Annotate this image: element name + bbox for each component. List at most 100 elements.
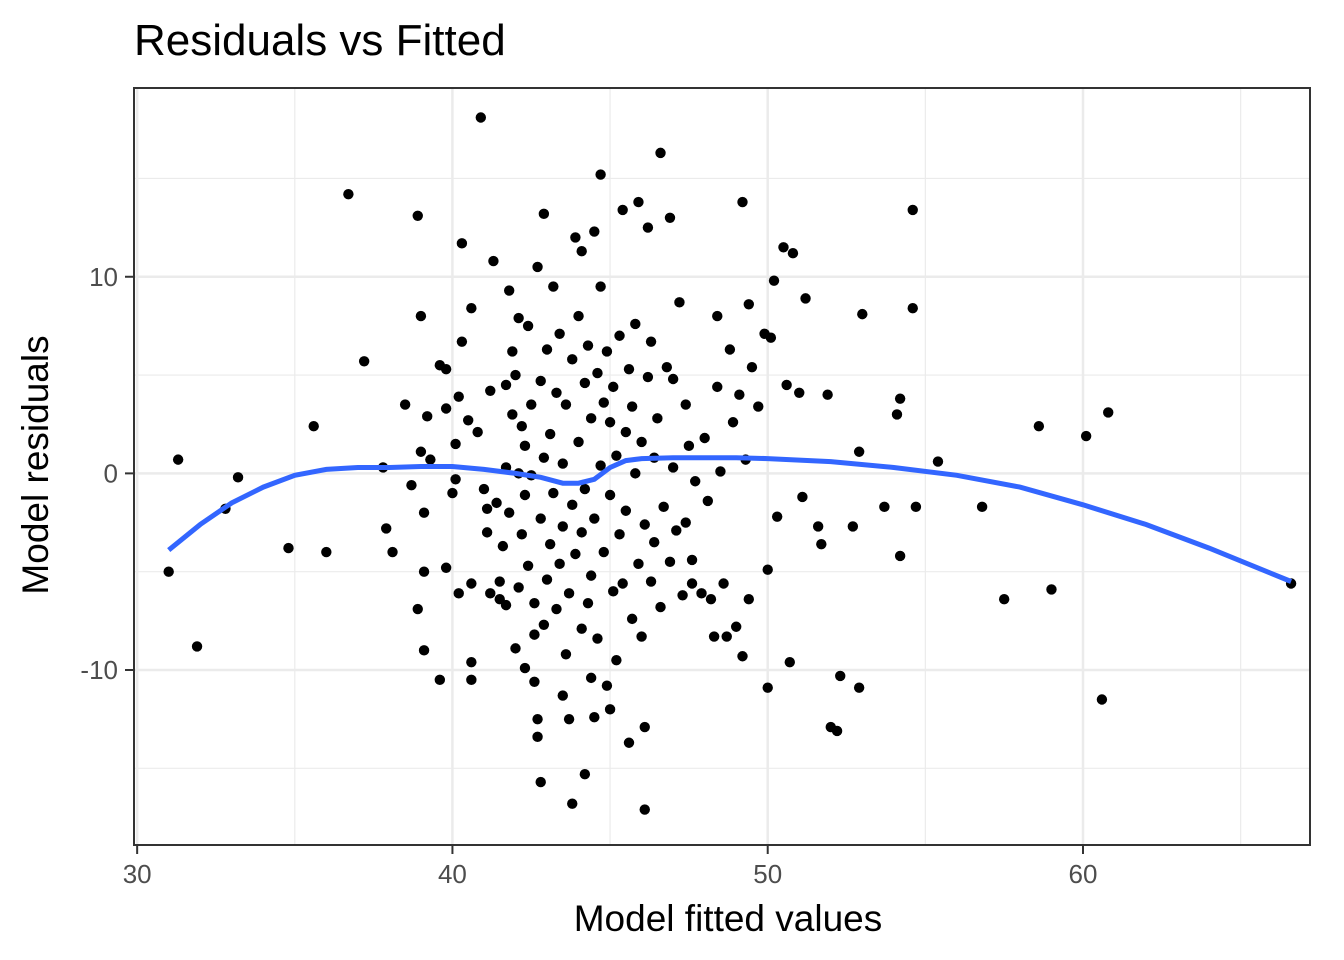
data-point: [604, 489, 616, 501]
data-point: [822, 389, 833, 400]
data-point: [585, 570, 597, 581]
data-point: [784, 656, 795, 668]
data-point: [557, 521, 568, 532]
data-point: [686, 554, 698, 566]
data-point: [743, 594, 754, 605]
data-point: [633, 196, 644, 208]
data-point: [595, 460, 606, 471]
data-point: [532, 731, 543, 743]
data-point: [932, 456, 944, 467]
data-point: [718, 578, 729, 589]
data-point: [639, 519, 650, 530]
data-point: [620, 505, 632, 516]
data-point: [589, 226, 600, 237]
data-point: [576, 623, 587, 634]
data-point: [831, 725, 843, 737]
data-point: [475, 112, 487, 123]
data-point: [762, 682, 773, 693]
data-point: [321, 546, 332, 558]
data-point: [466, 674, 477, 686]
data-point: [661, 362, 673, 373]
data-point: [708, 631, 720, 642]
data-point: [510, 643, 521, 654]
data-point: [778, 242, 789, 253]
data-point: [765, 332, 777, 343]
scatter-points: [163, 112, 1297, 815]
data-point: [519, 662, 531, 674]
data-point: [746, 362, 758, 373]
data-point: [415, 446, 427, 457]
data-point: [522, 560, 534, 571]
data-point: [797, 491, 808, 503]
data-point: [680, 399, 691, 410]
data-point: [283, 542, 294, 554]
data-point: [519, 489, 531, 501]
data-point: [399, 399, 411, 410]
data-point: [623, 737, 635, 748]
data-point: [538, 452, 550, 463]
y-tick-label: 10: [89, 262, 118, 292]
data-point: [456, 336, 468, 347]
data-point: [630, 318, 641, 330]
data-point: [570, 232, 581, 243]
data-point: [481, 527, 493, 538]
data-point: [677, 590, 688, 601]
data-point: [422, 411, 433, 422]
data-point: [544, 538, 556, 550]
data-point: [343, 188, 354, 200]
data-point: [503, 507, 515, 518]
data-point: [743, 299, 754, 310]
data-point: [737, 196, 748, 208]
data-point: [592, 633, 603, 644]
data-point: [636, 631, 647, 642]
data-point: [768, 275, 780, 286]
data-point: [308, 420, 319, 432]
data-point: [172, 454, 184, 465]
data-point: [686, 578, 698, 589]
data-point: [604, 417, 616, 428]
data-point: [671, 525, 682, 536]
data-point: [450, 438, 461, 450]
data-point: [762, 564, 773, 575]
data-point: [541, 574, 553, 585]
data-point: [730, 621, 742, 632]
data-point: [601, 680, 613, 691]
data-point: [771, 511, 783, 522]
data-point: [358, 356, 370, 367]
data-point: [500, 379, 512, 391]
data-point: [485, 385, 496, 396]
data-point: [664, 556, 676, 568]
data-point: [535, 776, 546, 788]
data-point: [649, 537, 660, 548]
data-point: [891, 409, 903, 420]
data-point: [538, 208, 550, 220]
data-point: [425, 454, 436, 465]
data-point: [488, 255, 499, 267]
data-point: [712, 310, 723, 322]
data-point: [516, 420, 527, 432]
data-point: [554, 328, 565, 339]
data-point: [579, 377, 591, 389]
data-point: [816, 538, 827, 550]
data-point: [440, 363, 452, 375]
data-point: [617, 204, 628, 216]
data-point: [781, 379, 792, 391]
data-point: [418, 507, 430, 518]
data-point: [507, 409, 518, 420]
x-axis-title: Model fitted values: [574, 898, 883, 939]
data-point: [705, 594, 717, 605]
data-point: [598, 397, 609, 408]
data-point: [853, 682, 865, 693]
data-point: [630, 468, 641, 479]
data-point: [472, 426, 483, 438]
data-point: [507, 346, 518, 357]
data-point: [879, 501, 890, 513]
data-point: [664, 212, 676, 223]
data-point: [563, 713, 575, 725]
data-point: [456, 238, 468, 249]
data-point: [513, 582, 524, 593]
data-point: [658, 501, 669, 513]
data-point: [617, 578, 628, 589]
axis-ticks: 30 40 50 60 -10 0 10: [80, 262, 1097, 889]
